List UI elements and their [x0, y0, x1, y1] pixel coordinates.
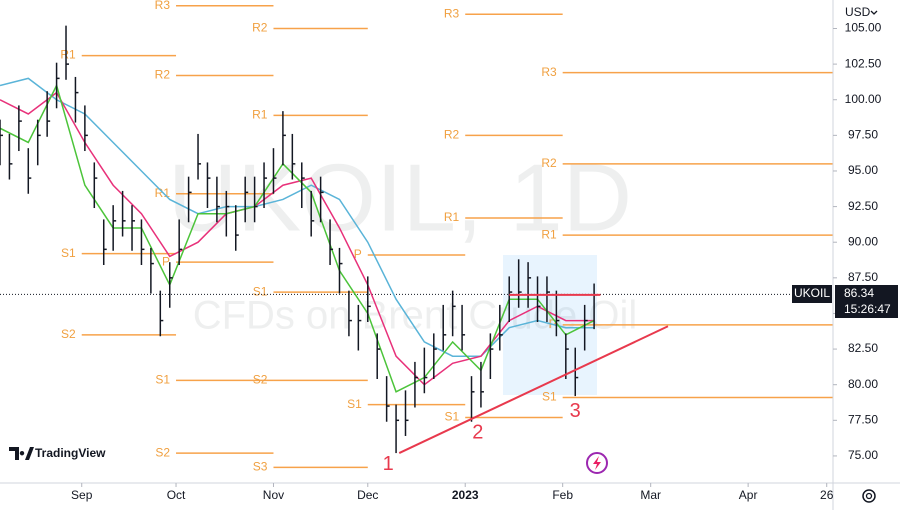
countdown: 15:26:47 [844, 302, 891, 316]
y-tick-label: 95.00 [848, 163, 878, 177]
pivot-label: S2 [253, 373, 268, 387]
watermark-group: UKOIL, 1D CFDs on Brent Crude Oil [168, 144, 637, 337]
time-axis-panel [0, 483, 833, 510]
logo[interactable]: TradingView [3, 439, 106, 468]
logo-box[interactable] [3, 439, 106, 468]
pivot-label: S1 [253, 284, 268, 298]
pivot-label: S3 [253, 459, 268, 473]
y-tick-label: 87.50 [848, 270, 878, 284]
x-tick-label: Feb [552, 488, 573, 502]
moving-average [0, 91, 595, 386]
pivot-label: S1 [542, 390, 557, 404]
settings-gear[interactable] [862, 489, 876, 503]
x-tick-label: Mar [640, 488, 661, 502]
y-tick-label: 90.00 [848, 234, 878, 248]
y-tick-label: 75.00 [848, 448, 878, 462]
pivot-label: R3 [155, 0, 171, 12]
pivot-label: R3 [444, 6, 460, 20]
wave-label: 1 [383, 453, 394, 475]
currency[interactable]: USD [845, 5, 871, 19]
pivot-label: S2 [61, 327, 76, 341]
gear-ring[interactable] [862, 489, 876, 503]
x-tick-label: Oct [167, 488, 186, 502]
last-price-box [835, 285, 898, 318]
pivot-label: R2 [444, 128, 460, 142]
wave-label: 2 [472, 421, 483, 443]
pivot-label: R1 [60, 48, 76, 62]
y-tick-label: 82.50 [848, 341, 878, 355]
wave-label: 3 [570, 400, 581, 422]
pivot-label: P [162, 254, 170, 268]
logo-icon [9, 447, 34, 460]
pivot-label: R1 [252, 108, 268, 122]
pivot-label: S2 [155, 445, 170, 459]
x-tick-label: 26 [820, 488, 834, 502]
pivot-label: R2 [541, 156, 557, 170]
gear-center [865, 492, 873, 500]
y-tick-label: 100.00 [845, 92, 882, 106]
y-tick-label: 102.50 [845, 56, 882, 70]
moving-average [0, 77, 595, 357]
y-tick-label: 80.00 [848, 377, 878, 391]
symbol-box [792, 285, 832, 303]
pivot-label: S1 [347, 397, 362, 411]
pivot-label: S1 [445, 410, 460, 424]
x-tick-label: Sep [71, 488, 93, 502]
y-tick-label: 92.50 [848, 199, 878, 213]
pivot-label: R2 [155, 68, 171, 82]
y-tick-label: 97.50 [848, 128, 878, 142]
trend-line [398, 325, 669, 454]
pivot-label: R1 [444, 210, 460, 224]
x-tick-label: Apr [739, 488, 758, 502]
x-tick-label: Nov [263, 488, 284, 502]
price-axis-panel [833, 0, 900, 510]
x-tick-label: 2023 [452, 488, 479, 502]
logo-text: TradingView [35, 446, 106, 460]
pivot-label: P [354, 247, 362, 261]
pivot-label: R2 [252, 21, 268, 35]
watermark-subtitle: CFDs on Brent Crude Oil [193, 294, 638, 338]
pivot-label: S1 [155, 373, 170, 387]
moving-average [0, 83, 595, 393]
y-tick-label: 77.50 [848, 412, 878, 426]
symbol-label: UKOIL [794, 286, 830, 300]
pivot-label: R1 [541, 227, 557, 241]
y-tick-label: 105.00 [845, 21, 882, 35]
lightning-bolt [593, 456, 601, 470]
pivot-label: S1 [61, 246, 76, 260]
x-tick-label: Dec [357, 488, 378, 502]
currency-caret [870, 10, 878, 15]
last-price-label: 86.34 [844, 286, 874, 300]
lightning-icon[interactable] [586, 452, 608, 474]
currency-button[interactable] [836, 2, 886, 22]
plot: R1 S1 S2 R3 R2 R1 P S1 S2 R2 R1 S1 S2 S3 P S1 R3 R2 R1 S1 R3… [0, 0, 833, 475]
pivot-label: R3 [541, 65, 557, 79]
